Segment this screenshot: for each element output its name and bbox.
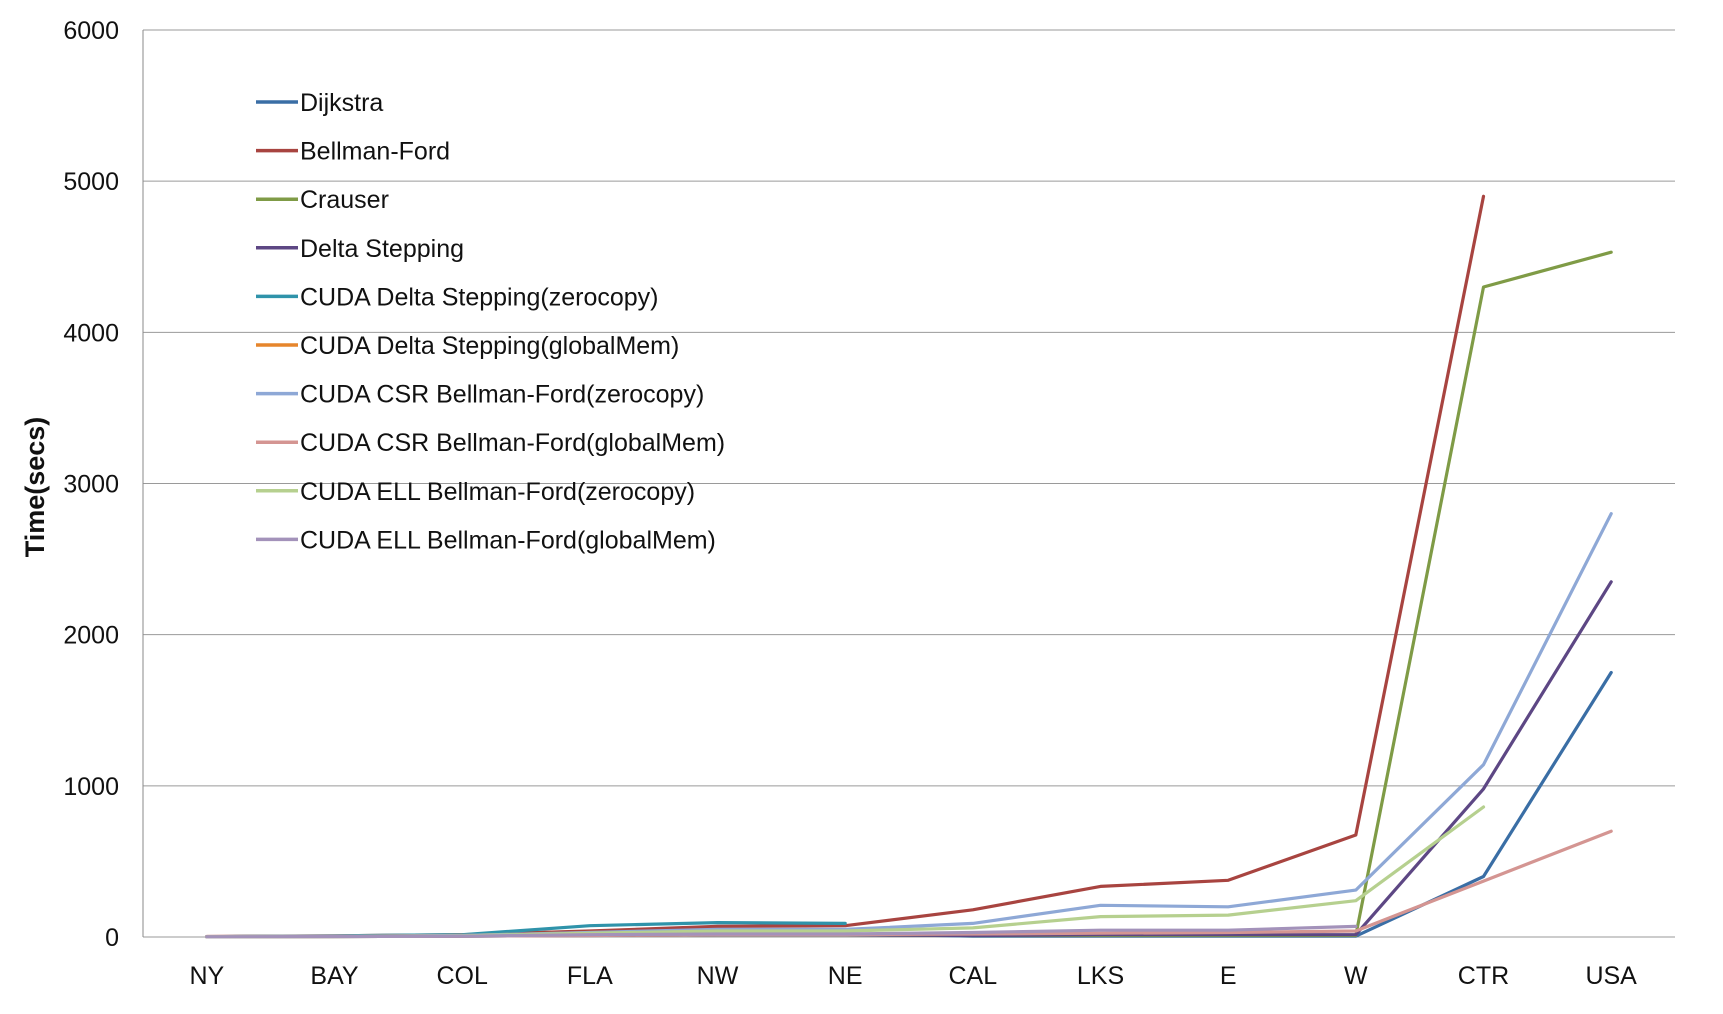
x-tick-label: E [1220,962,1237,990]
legend-entry-label: CUDA ELL Bellman-Ford(globalMem) [300,526,716,554]
gridlines [142,29,1675,938]
y-tick-label: 5000 [63,168,119,196]
legend: Dijkstra Bellman-Ford Crauser Delta Steppin… [256,89,725,554]
legend-entry-label: CUDA Delta Stepping(zerocopy) [300,283,659,311]
x-tick-label: W [1344,962,1368,990]
legend-entry-label: Crauser [300,186,389,214]
x-tick-label: LKS [1077,962,1124,990]
x-tick-label: CTR [1458,962,1509,990]
x-tick-label: CAL [949,962,998,990]
x-axis-tick-labels: NY BAY COL FLA NW NE CAL LKS E W CTR USA [189,962,1637,990]
legend-entry-label: CUDA ELL Bellman-Ford(zerocopy) [300,478,695,506]
legend-entry-label: CUDA CSR Bellman-Ford(globalMem) [300,429,725,457]
x-tick-label: COL [436,962,488,990]
legend-entry-label: CUDA CSR Bellman-Ford(zerocopy) [300,381,704,409]
x-tick-label: NY [189,962,224,990]
y-tick-label: 4000 [63,319,119,347]
legend-entry-label: Bellman-Ford [300,138,450,166]
x-tick-label: USA [1585,962,1637,990]
y-tick-label: 2000 [63,622,119,650]
legend-entry-label: CUDA Delta Stepping(globalMem) [300,332,679,360]
y-tick-label: 1000 [63,773,119,801]
y-axis-label: Time(secs) [20,417,50,558]
series-lines [205,194,1613,939]
x-tick-label: FLA [567,962,613,990]
y-tick-label: 3000 [63,471,119,499]
y-tick-label: 6000 [63,17,119,45]
x-tick-label: NE [828,962,863,990]
x-tick-label: BAY [310,962,358,990]
series-line [205,805,1486,939]
legend-entry-label: Dijkstra [300,89,383,117]
series-line [205,512,1613,939]
legend-entry-label: Delta Stepping [300,235,464,263]
series-line [205,924,1358,939]
x-tick-label: NW [697,962,739,990]
y-axis-tick-labels: 0 1000 2000 3000 4000 5000 6000 [63,17,119,952]
y-tick-label: 0 [105,924,119,952]
